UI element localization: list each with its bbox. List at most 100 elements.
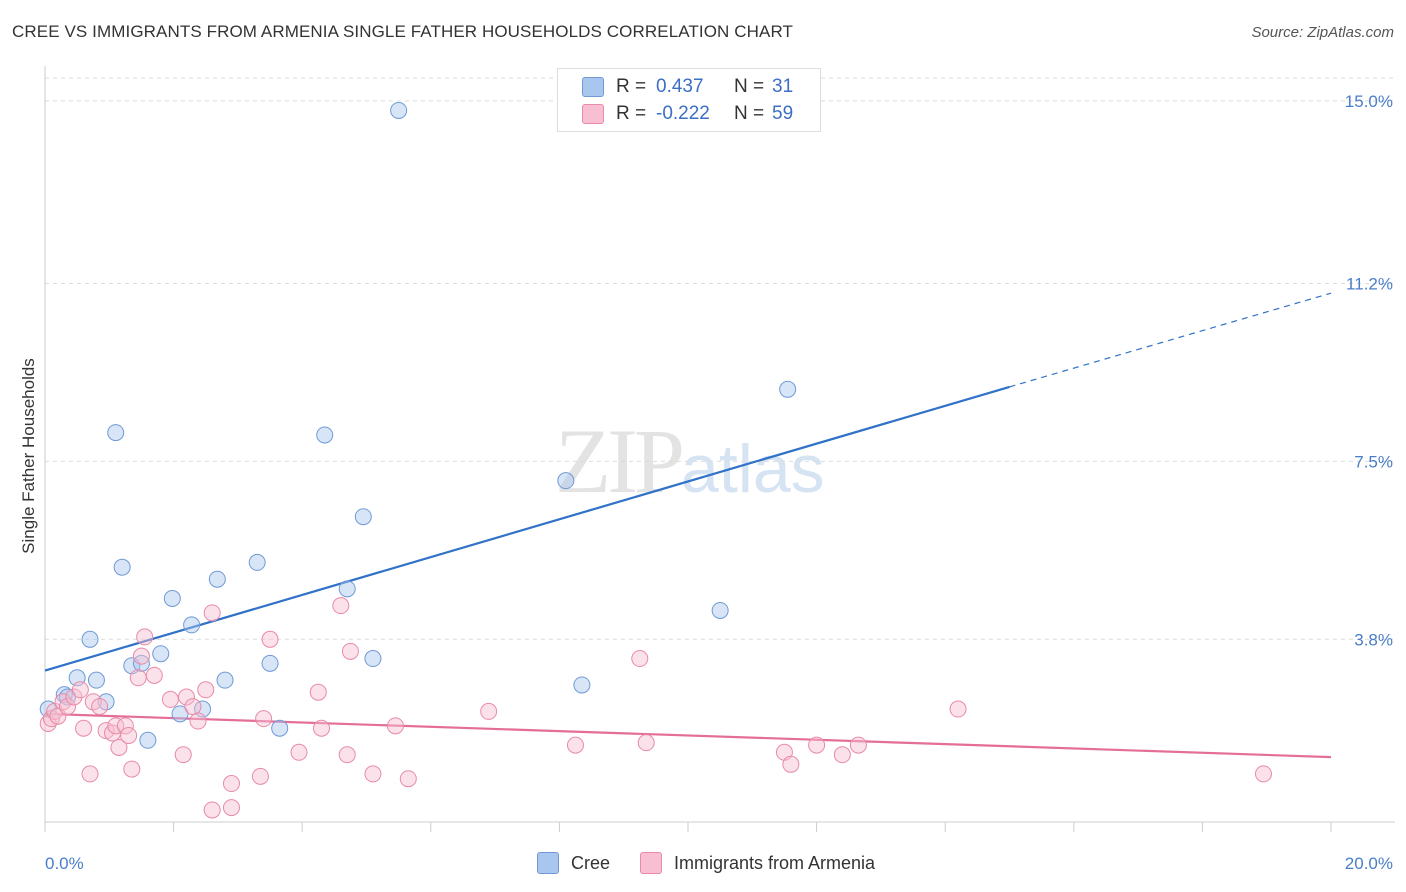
cree-point	[163, 589, 181, 607]
tick-labels: 3.8% 7.5% 11.2% 15.0% 0.0% 20.0%	[45, 92, 1393, 873]
armenia-point	[364, 765, 382, 783]
y-tick-label: 15.0%	[1345, 92, 1393, 111]
armenia-point	[177, 688, 195, 706]
armenia-legend-label: Immigrants from Armenia	[674, 852, 876, 873]
armenia-point	[312, 719, 330, 737]
cree-point	[81, 630, 99, 648]
armenia-point	[255, 710, 273, 728]
armenia-point	[203, 801, 221, 819]
cree-point	[390, 101, 408, 119]
armenia-point	[129, 669, 147, 687]
armenia-point	[332, 597, 350, 615]
x-tick-label: 20.0%	[1345, 854, 1393, 873]
cree-point	[354, 508, 372, 526]
armenia-point	[197, 681, 215, 699]
armenia-point	[341, 642, 359, 660]
cree-point	[557, 472, 575, 490]
armenia-point	[808, 736, 826, 754]
cree-point	[152, 645, 170, 663]
armenia-point	[203, 604, 221, 622]
cree-point	[364, 650, 382, 668]
cree-point	[271, 719, 289, 737]
armenia-point	[123, 760, 141, 778]
armenia-point	[566, 736, 584, 754]
source-label: Source: ZipAtlas.com	[1251, 24, 1394, 41]
armenia-point	[251, 767, 269, 785]
armenia-swatch	[582, 104, 604, 124]
armenia-trend-line	[44, 712, 1332, 759]
cree-point	[139, 731, 157, 749]
armenia-point	[107, 717, 125, 735]
cree-point	[39, 700, 57, 718]
armenia-point	[184, 698, 202, 716]
cree-legend-swatch	[537, 852, 559, 874]
armenia-point	[120, 726, 138, 744]
armenia-point	[637, 734, 655, 752]
armenia-point	[222, 775, 240, 793]
cree-point	[208, 570, 226, 588]
stats-legend: R = 0.437 N = 31 R = -0.222 N = 59	[557, 68, 821, 132]
armenia-point	[290, 743, 308, 761]
armenia-point	[116, 717, 134, 735]
armenia-point	[136, 628, 154, 646]
legend-item-cree[interactable]: Cree	[537, 852, 610, 874]
cree-point	[216, 671, 234, 689]
cree-point	[261, 654, 279, 672]
cree-trend-line	[44, 385, 1010, 672]
armenia-point	[1254, 765, 1272, 783]
y-tick-label: 3.8%	[1354, 630, 1393, 649]
n-value: 31	[772, 76, 794, 97]
legend-row-cree: R = 0.437 N = 31	[582, 75, 793, 99]
cree-point	[248, 553, 266, 571]
armenia-point	[65, 688, 83, 706]
armenia-point	[174, 746, 192, 764]
r-value: 0.437	[656, 76, 704, 97]
watermark-atlas: atlas	[681, 431, 825, 507]
armenia-point	[46, 702, 64, 720]
cree-point	[113, 558, 131, 576]
cree-point	[779, 380, 797, 398]
armenia-point	[110, 738, 128, 756]
armenia-point	[782, 755, 800, 773]
cree-trend-extension	[1009, 292, 1332, 388]
cree-point	[132, 654, 150, 672]
armenia-point	[59, 698, 77, 716]
legend-item-armenia[interactable]: Immigrants from Armenia	[640, 852, 875, 874]
armenia-point	[399, 770, 417, 788]
cree-point	[316, 426, 334, 444]
x-tick-label: 0.0%	[45, 854, 84, 873]
cree-point	[711, 601, 729, 619]
chart-title: CREE VS IMMIGRANTS FROM ARMENIA SINGLE F…	[12, 22, 794, 41]
n-value: 59	[772, 103, 794, 124]
armenia-legend-swatch	[640, 852, 663, 874]
legend-row-armenia: R = -0.222 N = 59	[582, 102, 793, 126]
armenia-point	[309, 683, 327, 701]
data-points	[39, 101, 1272, 819]
armenia-point	[145, 666, 163, 684]
n-label: N =	[734, 76, 765, 97]
armenia-point	[949, 700, 967, 718]
r-label: R =	[616, 76, 647, 97]
armenia-point	[338, 746, 356, 764]
armenia-point	[97, 722, 115, 740]
y-tick-label: 11.2%	[1346, 275, 1393, 294]
cree-legend-label: Cree	[571, 852, 611, 873]
cree-point	[573, 676, 591, 694]
cree-point	[87, 671, 105, 689]
armenia-point	[81, 765, 99, 783]
trend-lines	[44, 292, 1332, 759]
armenia-point	[91, 698, 109, 716]
armenia-point	[631, 650, 649, 668]
cree-point	[338, 580, 356, 598]
grid-lines	[45, 77, 1395, 640]
cree-swatch	[582, 77, 604, 97]
armenia-point	[132, 647, 150, 665]
n-label: N =	[734, 103, 765, 124]
armenia-point	[833, 746, 851, 764]
y-tick-label: 7.5%	[1354, 452, 1393, 471]
y-axis-label: Single Father Households	[19, 358, 38, 554]
r-label: R =	[616, 103, 647, 124]
armenia-point	[849, 736, 867, 754]
armenia-point	[161, 690, 179, 708]
